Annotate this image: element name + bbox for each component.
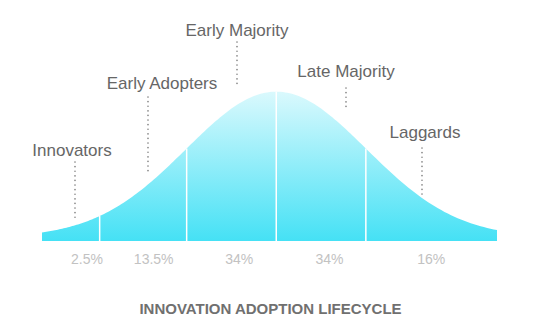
svg-text:2.5%: 2.5% <box>71 251 103 267</box>
svg-text:Late Majority: Late Majority <box>297 62 395 81</box>
svg-text:Innovators: Innovators <box>32 141 111 160</box>
svg-text:34%: 34% <box>315 251 343 267</box>
svg-text:16%: 16% <box>417 251 445 267</box>
svg-text:Early Adopters: Early Adopters <box>107 74 218 93</box>
svg-text:13.5%: 13.5% <box>134 251 174 267</box>
svg-text:INNOVATION ADOPTION LIFECYCLE: INNOVATION ADOPTION LIFECYCLE <box>139 300 401 317</box>
svg-text:34%: 34% <box>225 251 253 267</box>
svg-text:Early Majority: Early Majority <box>186 21 289 40</box>
svg-text:Laggards: Laggards <box>390 123 461 142</box>
